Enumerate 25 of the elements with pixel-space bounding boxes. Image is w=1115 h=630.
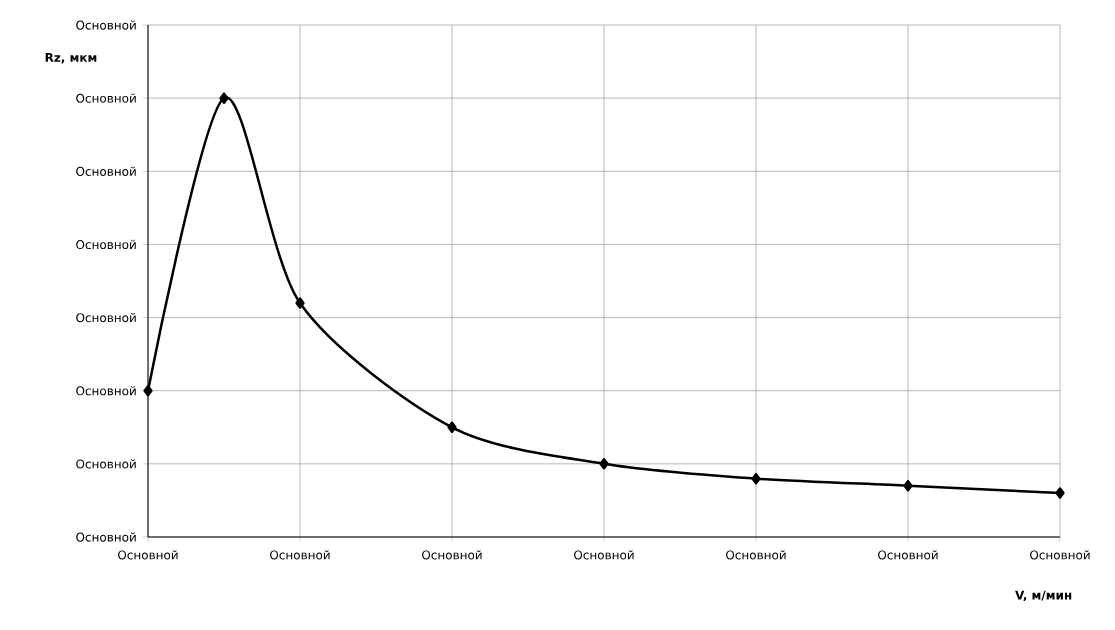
point	[143, 385, 153, 397]
text: Основной	[76, 20, 136, 30]
x-tick-label: Основной	[1030, 550, 1090, 560]
text: Основной	[76, 459, 136, 469]
point	[219, 92, 229, 104]
point	[751, 472, 761, 485]
text: Основной	[76, 312, 136, 323]
y-axis-title: Rz, мкм	[45, 53, 97, 64]
x-tick-label: Основной	[878, 550, 938, 560]
point	[295, 297, 305, 309]
point	[447, 421, 457, 434]
text: Основной	[76, 239, 136, 250]
point	[1055, 487, 1065, 499]
text: Основной	[76, 93, 136, 103]
text: Основной	[76, 166, 136, 176]
x-tick-label: Основной	[270, 550, 330, 560]
x-tick-label: Основной	[118, 550, 178, 560]
text: Основной	[76, 386, 136, 396]
x-tick-label: Основной	[726, 550, 786, 560]
point	[903, 479, 913, 492]
point	[599, 457, 609, 470]
x-tick-label: Основной	[422, 550, 482, 560]
x-axis-title: V, м/мин	[1015, 590, 1072, 602]
text: Основной	[76, 532, 136, 542]
x-tick-label: Основной	[574, 550, 634, 560]
